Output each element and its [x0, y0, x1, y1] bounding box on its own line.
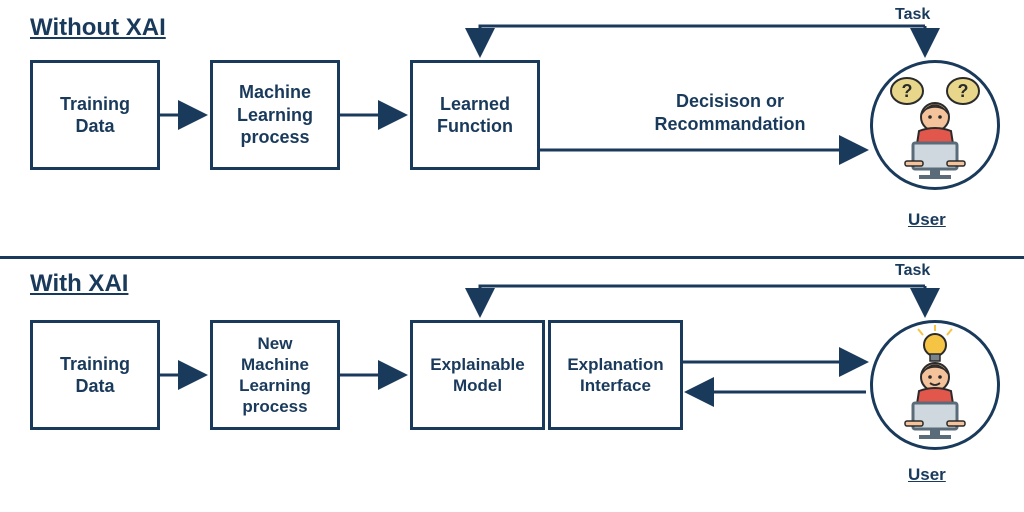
section-divider: [0, 256, 1024, 259]
label-task-bottom: Task: [895, 262, 930, 280]
box-label: MachineLearningprocess: [237, 81, 313, 149]
user-idea-icon: [875, 325, 995, 445]
arrow-task-bot-elbow: [480, 286, 925, 315]
box-learned-function: LearnedFunction: [410, 60, 540, 170]
user-circle-idea: [870, 320, 1000, 450]
box-training-data-bottom: TrainingData: [30, 320, 160, 430]
svg-text:?: ?: [958, 81, 969, 101]
user-circle-confused: ? ?: [870, 60, 1000, 190]
box-ml-process-top: MachineLearningprocess: [210, 60, 340, 170]
box-label: TrainingData: [60, 93, 130, 138]
title-with-xai: With XAI: [30, 270, 128, 298]
box-training-data-top: TrainingData: [30, 60, 160, 170]
user-confused-icon: ? ?: [875, 65, 995, 185]
label-user-bottom: User: [908, 465, 946, 485]
box-label: TrainingData: [60, 353, 130, 398]
label-task-top: Task: [895, 6, 930, 24]
title-without-xai: Without XAI: [30, 14, 166, 42]
box-new-ml-process: NewMachineLearningprocess: [210, 320, 340, 430]
arrow-task-top-elbow: [480, 26, 925, 55]
box-label: LearnedFunction: [437, 93, 513, 138]
svg-text:?: ?: [902, 81, 913, 101]
box-explainable-model: ExplainableModel: [410, 320, 545, 430]
label-decision: Decisison orRecommandation: [610, 90, 850, 135]
box-label: ExplanationInterface: [567, 354, 663, 397]
box-explanation-interface: ExplanationInterface: [548, 320, 683, 430]
box-label: ExplainableModel: [430, 354, 524, 397]
label-user-top: User: [908, 210, 946, 230]
box-label: NewMachineLearningprocess: [239, 333, 311, 418]
